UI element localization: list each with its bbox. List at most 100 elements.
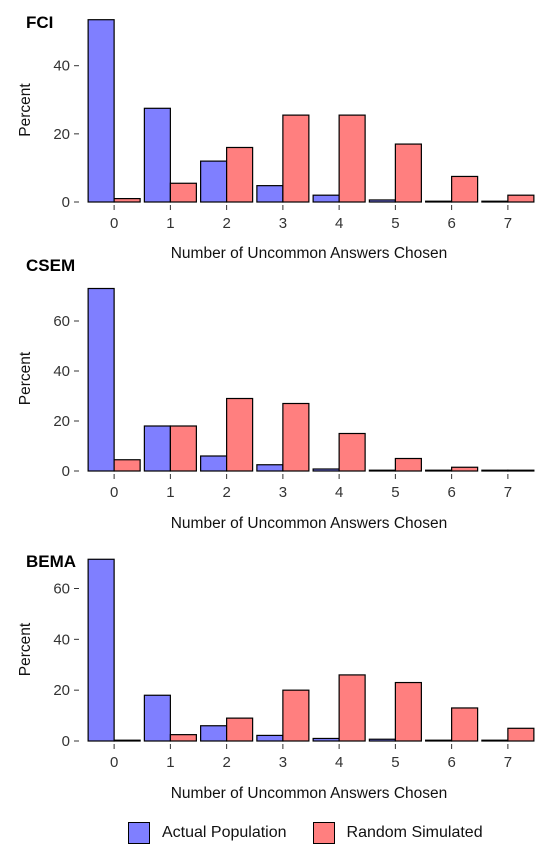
x-tick-label: 6	[447, 484, 455, 501]
bar-actual-7	[481, 469, 509, 472]
bar-random-5	[394, 457, 422, 472]
x-tick-label: 0	[110, 215, 118, 232]
y-tick-label: 0	[62, 194, 70, 211]
bar-actual-6	[425, 200, 453, 203]
y-tick-label: 20	[53, 126, 70, 143]
legend-key-random	[312, 822, 335, 844]
bar-actual-3	[256, 734, 284, 742]
y-axis-title: Percent	[17, 83, 34, 137]
legend-label-random: Random Simulated	[346, 824, 483, 841]
x-tick-label: 3	[279, 215, 287, 232]
bar-random-2	[226, 397, 254, 472]
y-tick-label: 20	[53, 682, 70, 699]
bar-random-6	[451, 707, 479, 742]
x-tick-label: 7	[504, 215, 512, 232]
bar-random-5	[394, 143, 422, 203]
bar-random-1	[169, 425, 197, 472]
bar-random-7	[507, 727, 535, 742]
x-tick-label: 5	[391, 754, 399, 771]
panel-title: FCI	[26, 13, 53, 32]
x-tick-label: 0	[110, 484, 118, 501]
x-tick-label: 4	[335, 215, 343, 232]
y-axis-title: Percent	[17, 622, 34, 676]
legend-label-actual: Actual Population	[162, 824, 287, 841]
bar-actual-2	[200, 455, 228, 472]
bar-actual-3	[256, 185, 284, 203]
panel-title: CSEM	[26, 256, 75, 275]
chart-panel-bema: BEMA Percent 0 20 40 60 0 1 2 3 4 5 6 7 Number of Unco…	[17, 552, 535, 802]
legend-item-actual: Actual Population	[128, 822, 287, 844]
bar-actual-1	[143, 107, 171, 203]
y-tick-label: 0	[62, 733, 70, 750]
bar-random-3	[282, 114, 310, 203]
bar-random-3	[282, 689, 310, 742]
bar-actual-5	[368, 199, 396, 203]
y-tick-label: 60	[53, 313, 70, 330]
bar-random-7	[507, 469, 535, 472]
bar-random-2	[226, 717, 254, 742]
bar-random-3	[282, 402, 310, 472]
bar-random-4	[338, 674, 366, 742]
bar-actual-1	[143, 425, 171, 472]
bar-random-0	[113, 197, 141, 203]
bar-random-7	[507, 194, 535, 203]
legend-key-actual	[128, 822, 150, 844]
x-tick-label: 1	[166, 484, 174, 501]
bar-actual-4	[312, 737, 340, 742]
x-axis-title: Number of Uncommon Answers Chosen	[171, 785, 448, 802]
x-tick-label: 6	[447, 215, 455, 232]
y-axis-title: Percent	[17, 351, 34, 405]
bar-actual-3	[256, 464, 284, 472]
bar-actual-2	[200, 160, 228, 203]
y-tick-label: 0	[62, 463, 70, 480]
x-tick-label: 3	[279, 754, 287, 771]
x-tick-label: 0	[110, 754, 118, 771]
x-tick-label: 1	[166, 215, 174, 232]
bar-random-6	[451, 466, 479, 472]
bar-random-2	[226, 146, 254, 203]
y-tick-label: 60	[53, 581, 70, 598]
bar-actual-7	[481, 200, 509, 203]
legend: Actual Population Random Simulated	[128, 816, 509, 850]
x-tick-label: 3	[279, 484, 287, 501]
y-tick-label: 20	[53, 413, 70, 430]
bar-actual-6	[425, 469, 453, 472]
bar-actual-5	[368, 738, 396, 742]
chart-panel-csem: CSEM Percent 0 20 40 60 0 1 2 3 4 5 6 7 Number of Unco…	[17, 256, 535, 532]
bar-random-4	[338, 432, 366, 472]
bar-actual-6	[425, 739, 453, 742]
bar-actual-0	[87, 287, 115, 472]
y-tick-label: 40	[53, 363, 70, 380]
x-tick-label: 2	[222, 484, 230, 501]
bar-random-4	[338, 114, 366, 203]
x-tick-label: 7	[504, 484, 512, 501]
bar-actual-4	[312, 194, 340, 203]
x-tick-label: 4	[335, 754, 343, 771]
x-tick-label: 5	[391, 484, 399, 501]
bar-actual-4	[312, 468, 340, 472]
bar-actual-2	[200, 725, 228, 742]
bar-actual-0	[87, 19, 115, 203]
x-axis-title: Number of Uncommon Answers Chosen	[171, 245, 448, 262]
bar-random-0	[113, 459, 141, 472]
bar-actual-5	[368, 469, 396, 472]
bar-random-1	[169, 734, 197, 742]
x-tick-label: 7	[504, 754, 512, 771]
x-tick-label: 4	[335, 484, 343, 501]
x-tick-label: 1	[166, 754, 174, 771]
x-axis-title: Number of Uncommon Answers Chosen	[171, 515, 448, 532]
bar-actual-1	[143, 694, 171, 742]
bar-random-5	[394, 681, 422, 742]
bar-random-0	[113, 739, 141, 742]
bar-actual-0	[87, 558, 115, 742]
panel-title: BEMA	[26, 552, 76, 571]
bar-random-6	[451, 175, 479, 203]
x-tick-label: 2	[222, 215, 230, 232]
bar-random-1	[169, 182, 197, 203]
x-tick-label: 6	[447, 754, 455, 771]
y-tick-label: 40	[53, 58, 70, 75]
legend-item-random: Random Simulated	[312, 822, 483, 844]
y-tick-label: 40	[53, 631, 70, 648]
x-tick-label: 5	[391, 215, 399, 232]
